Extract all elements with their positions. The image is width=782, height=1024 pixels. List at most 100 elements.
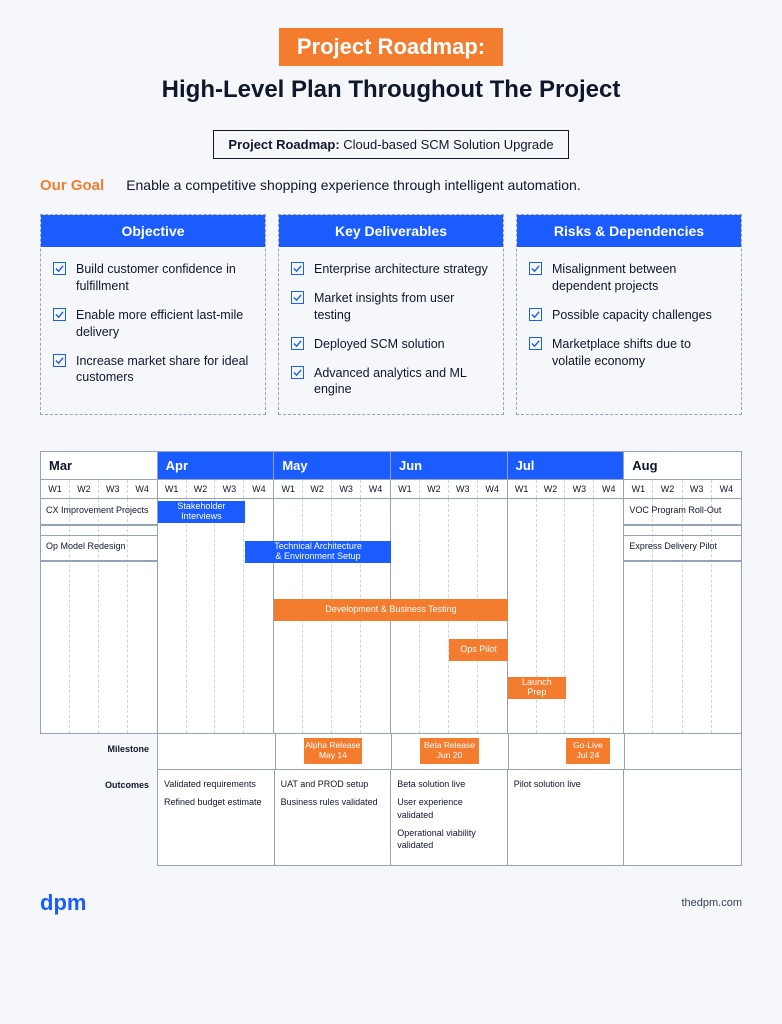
- column-header: Key Deliverables: [279, 215, 503, 247]
- gantt-side-label: CX Improvement Projects: [41, 499, 158, 525]
- week-header: W1: [508, 480, 537, 498]
- below-grid: Alpha ReleaseMay 14 Beta ReleaseJun 20 Go-…: [157, 734, 742, 866]
- checklist-text: Market insights from user testing: [314, 290, 491, 324]
- check-icon: [53, 308, 66, 321]
- checklist-item: Deployed SCM solution: [291, 336, 491, 353]
- week-header: W1: [391, 480, 420, 498]
- below-labels: MilestoneOutcomes: [40, 734, 157, 866]
- info-column: Risks & Dependencies Misalignment between…: [516, 214, 742, 415]
- milestone-bar: Go-LiveJul 24: [566, 738, 610, 764]
- week-header: W2: [303, 480, 332, 498]
- checklist-text: Build customer confidence in fulfillment: [76, 261, 253, 295]
- goal-row: Our Goal Enable a competitive shopping e…: [40, 177, 742, 194]
- goal-text: Enable a competitive shopping experience…: [126, 177, 581, 193]
- check-icon: [529, 308, 542, 321]
- week-header: W3: [215, 480, 244, 498]
- below-section: MilestoneOutcomes Alpha ReleaseMay 14 Bet…: [40, 734, 742, 866]
- checklist-item: Enterprise architecture strategy: [291, 261, 491, 278]
- footer-url: thedpm.com: [681, 897, 742, 909]
- week-header: W3: [99, 480, 128, 498]
- check-icon: [53, 262, 66, 275]
- gantt-side-label: Express Delivery Pilot: [624, 535, 741, 561]
- footer-logo: dpm: [40, 890, 86, 916]
- milestone-row: Alpha ReleaseMay 14 Beta ReleaseJun 20 Go-…: [158, 734, 741, 770]
- month-header: Jul: [508, 452, 625, 479]
- week-header: W4: [244, 480, 273, 498]
- info-column: Key Deliverables Enterprise architecture …: [278, 214, 504, 415]
- milestone-bar: Alpha ReleaseMay 14: [304, 738, 362, 764]
- month-header: Aug: [624, 452, 741, 479]
- checklist-text: Increase market share for ideal customer…: [76, 353, 253, 387]
- checklist-item: Advanced analytics and ML engine: [291, 365, 491, 399]
- week-header: W2: [420, 480, 449, 498]
- week-header: W3: [332, 480, 361, 498]
- outcome-cell: Beta solution liveUser experience valida…: [391, 770, 508, 865]
- gantt-bar: Technical Architecture& Environment Setu…: [245, 541, 391, 563]
- gantt-bar: StakeholderInterviews: [158, 501, 246, 523]
- checklist-item: Enable more efficient last-mile delivery: [53, 307, 253, 341]
- week-header: W4: [361, 480, 390, 498]
- subtitle: High-Level Plan Throughout The Project: [40, 76, 742, 104]
- gantt-side-label: Op Model Redesign: [41, 535, 158, 561]
- week-header: W3: [565, 480, 594, 498]
- check-icon: [53, 354, 66, 367]
- milestone-bar: Beta ReleaseJun 20: [420, 738, 478, 764]
- checklist-item: Increase market share for ideal customer…: [53, 353, 253, 387]
- check-icon: [529, 337, 542, 350]
- outcome-cell: UAT and PROD setupBusiness rules validat…: [275, 770, 392, 865]
- column-header: Risks & Dependencies: [517, 215, 741, 247]
- checklist-text: Enterprise architecture strategy: [314, 261, 488, 278]
- month-header: May: [274, 452, 391, 479]
- checklist-text: Marketplace shifts due to volatile econo…: [552, 336, 729, 370]
- checklist-item: Market insights from user testing: [291, 290, 491, 324]
- checklist-text: Deployed SCM solution: [314, 336, 445, 353]
- checklist-text: Enable more efficient last-mile delivery: [76, 307, 253, 341]
- checklist-text: Possible capacity challenges: [552, 307, 712, 324]
- week-header: W3: [683, 480, 712, 498]
- checklist-item: Marketplace shifts due to volatile econo…: [529, 336, 729, 370]
- gantt-side-label: VOC Program Roll-Out: [624, 499, 741, 525]
- week-header: W2: [187, 480, 216, 498]
- week-header: W2: [537, 480, 566, 498]
- month-header: Jun: [391, 452, 508, 479]
- project-box-bold: Project Roadmap:: [228, 137, 339, 152]
- gantt-bar: Launch Prep: [508, 677, 566, 699]
- week-header: W4: [594, 480, 623, 498]
- check-icon: [291, 262, 304, 275]
- checklist-text: Advanced analytics and ML engine: [314, 365, 491, 399]
- check-icon: [291, 337, 304, 350]
- week-header: W4: [128, 480, 157, 498]
- checklist-item: Possible capacity challenges: [529, 307, 729, 324]
- week-header: W2: [70, 480, 99, 498]
- check-icon: [291, 291, 304, 304]
- project-box-text: Cloud-based SCM Solution Upgrade: [340, 137, 554, 152]
- checklist-item: Build customer confidence in fulfillment: [53, 261, 253, 295]
- week-header: W1: [624, 480, 653, 498]
- week-header: W1: [158, 480, 187, 498]
- week-header: W3: [449, 480, 478, 498]
- outcome-cell: Validated requirementsRefined budget est…: [158, 770, 275, 865]
- week-header: W4: [478, 480, 507, 498]
- goal-label: Our Goal: [40, 177, 104, 194]
- milestone-label: Milestone: [40, 734, 157, 770]
- week-header: W1: [274, 480, 303, 498]
- month-header: Apr: [158, 452, 275, 479]
- info-column: Objective Build customer confidence in fu…: [40, 214, 266, 415]
- gantt-bar: Development & Business Testing: [274, 599, 507, 621]
- outcomes-row: Validated requirementsRefined budget est…: [158, 770, 741, 865]
- checklist-text: Misalignment between dependent projects: [552, 261, 729, 295]
- columns: Objective Build customer confidence in fu…: [40, 214, 742, 415]
- checklist-item: Misalignment between dependent projects: [529, 261, 729, 295]
- column-header: Objective: [41, 215, 265, 247]
- project-box: Project Roadmap: Cloud-based SCM Solutio…: [213, 130, 568, 159]
- check-icon: [529, 262, 542, 275]
- check-icon: [291, 366, 304, 379]
- week-header: W1: [41, 480, 70, 498]
- footer: dpm thedpm.com: [40, 890, 742, 916]
- outcome-cell: Pilot solution live: [508, 770, 625, 865]
- outcomes-label: Outcomes: [40, 770, 157, 794]
- gantt-bar: Ops Pilot: [449, 639, 507, 661]
- gantt-chart: MarAprMayJunJulAugW1W2W3W4W1W2W3W4W1W2W3…: [40, 451, 742, 734]
- week-header: W2: [653, 480, 682, 498]
- title-badge: Project Roadmap:: [279, 28, 503, 66]
